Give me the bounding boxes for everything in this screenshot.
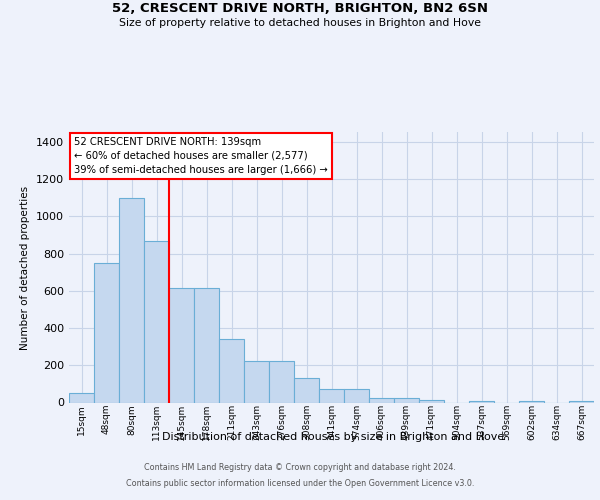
Bar <box>394 398 419 402</box>
Bar <box>94 263 119 402</box>
Bar <box>144 242 169 402</box>
Bar <box>294 378 319 402</box>
Text: 52 CRESCENT DRIVE NORTH: 139sqm
← 60% of detached houses are smaller (2,577)
39%: 52 CRESCENT DRIVE NORTH: 139sqm ← 60% of… <box>74 136 328 174</box>
Bar <box>194 288 219 403</box>
Text: Size of property relative to detached houses in Brighton and Hove: Size of property relative to detached ho… <box>119 18 481 28</box>
Bar <box>119 198 144 402</box>
Bar <box>269 360 294 403</box>
Bar <box>244 360 269 403</box>
Text: Contains public sector information licensed under the Open Government Licence v3: Contains public sector information licen… <box>126 478 474 488</box>
Text: Contains HM Land Registry data © Crown copyright and database right 2024.: Contains HM Land Registry data © Crown c… <box>144 464 456 472</box>
Bar <box>169 288 194 403</box>
Text: 52, CRESCENT DRIVE NORTH, BRIGHTON, BN2 6SN: 52, CRESCENT DRIVE NORTH, BRIGHTON, BN2 … <box>112 2 488 16</box>
Bar <box>219 339 244 402</box>
Text: Distribution of detached houses by size in Brighton and Hove: Distribution of detached houses by size … <box>162 432 504 442</box>
Bar <box>569 400 594 402</box>
Bar <box>519 400 544 402</box>
Y-axis label: Number of detached properties: Number of detached properties <box>20 186 31 350</box>
Bar <box>344 390 369 402</box>
Bar <box>69 393 94 402</box>
Bar <box>369 398 394 402</box>
Bar <box>469 400 494 402</box>
Bar <box>319 390 344 402</box>
Bar <box>419 400 444 402</box>
